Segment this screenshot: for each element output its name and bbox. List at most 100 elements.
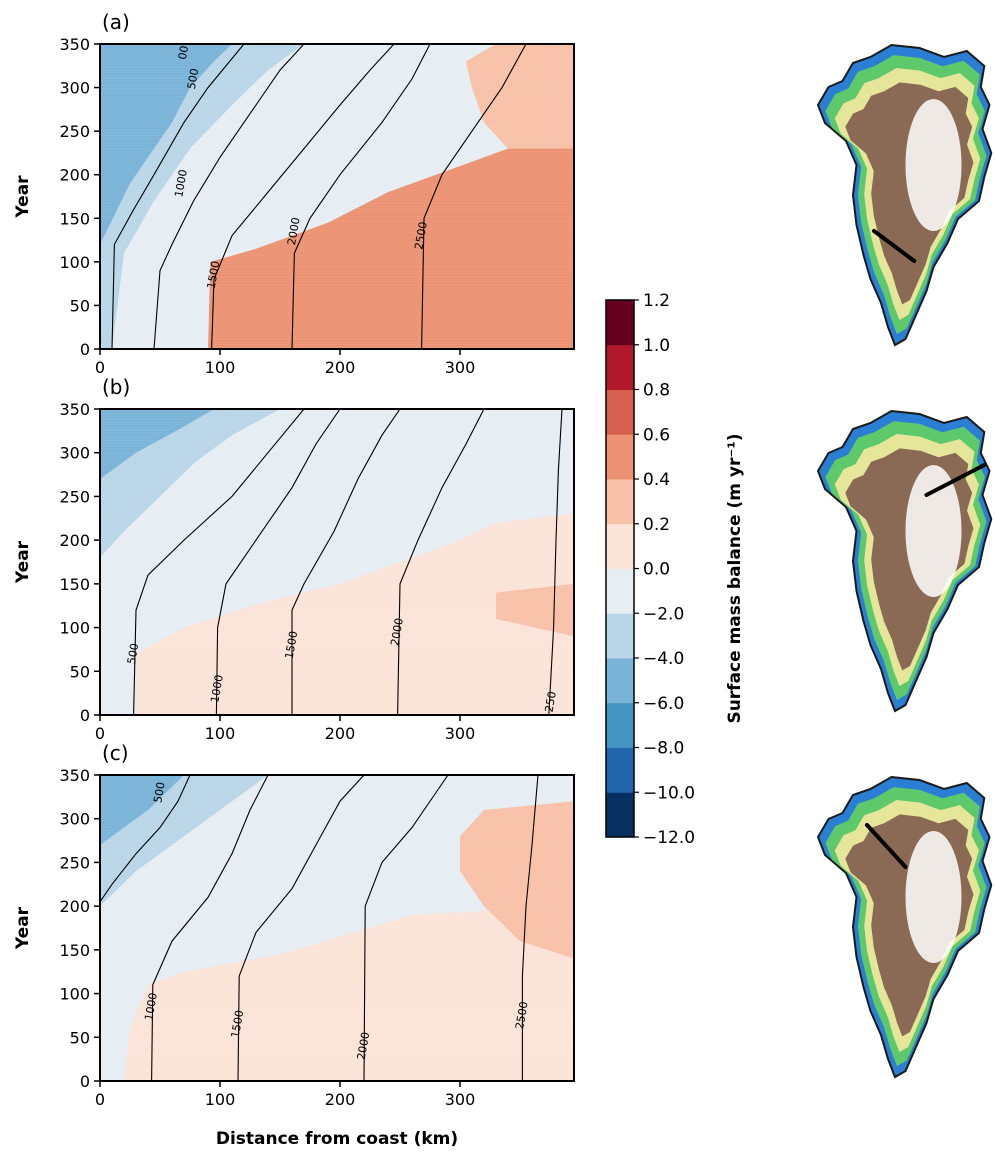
contour-line-2000 (211, 44, 395, 349)
y-axis-title: Year (13, 540, 33, 584)
x-axis-title: Distance from coast (km) (216, 1129, 458, 1149)
contour-line-2000 (397, 409, 485, 715)
greenland-summit (905, 465, 962, 597)
smb-zone-1 (460, 801, 574, 1081)
y-axis-title: Year (13, 175, 33, 219)
panel-label: (b) (102, 375, 130, 399)
y-tick-label: 200 (59, 531, 90, 550)
contour-line-1000 (215, 409, 341, 715)
colorbar-tick-label: −2.0 (643, 604, 684, 624)
contour-line-500 (100, 775, 191, 903)
contour-line-1500 (153, 44, 305, 349)
greenland-summit (905, 831, 962, 963)
y-tick-label: 150 (59, 209, 90, 228)
smb-zone-0 (574, 44, 772, 349)
colorbar-title: Surface mass balance (m yr⁻¹) (725, 433, 745, 723)
y-tick-label: 300 (59, 444, 90, 463)
colorbar-segment (606, 300, 634, 346)
y-tick-label: 250 (59, 853, 90, 872)
transect-line (872, 229, 917, 263)
y-tick-label: 0 (80, 340, 90, 359)
y-tick-label: 0 (80, 706, 90, 725)
panel-label: (a) (102, 10, 130, 34)
y-tick-label: 150 (59, 575, 90, 594)
smb-zone-4 (100, 409, 214, 479)
x-tick-label: 200 (325, 358, 356, 377)
y-tick-label: 250 (59, 487, 90, 506)
colorbar-tick-label: −4.0 (643, 649, 684, 669)
contour-line-1500 (291, 409, 401, 715)
y-tick-label: 300 (59, 79, 90, 98)
plot-area: 500 1000 1500 2000 2500 (100, 775, 574, 1081)
y-tick-label: 50 (70, 662, 90, 681)
smb-zone-4 (100, 775, 184, 845)
colorbar-tick-label: 0.0 (643, 560, 670, 580)
colorbar-tick-label: 0.8 (643, 381, 670, 401)
contour-label: 1000 (172, 168, 190, 198)
x-tick-label: 200 (325, 1090, 356, 1109)
smb-zone-5 (100, 44, 232, 245)
plot-frame (99, 43, 575, 350)
contour-line-2500 (291, 44, 431, 349)
smb-zone-1 (466, 44, 574, 349)
x-tick-label: 0 (95, 358, 105, 377)
y-tick-label: 100 (59, 985, 90, 1004)
contour-line-2500 (521, 775, 539, 1081)
contour-label: 250 (542, 690, 558, 713)
y-tick-label: 250 (59, 122, 90, 141)
colorbar-tick-label: −12.0 (643, 828, 695, 848)
colorbar-segment (606, 658, 634, 704)
plot-area: 00 500 1000 1500 2000 2500 (100, 44, 772, 349)
colorbar-segment (606, 344, 634, 390)
contour-label: 1000 (208, 674, 226, 704)
contour-label: 1500 (205, 260, 223, 290)
x-tick-label: 200 (325, 724, 356, 743)
panel-a: 00 500 1000 1500 2000 2500 0 100 200 300 0 50 100 150… (13, 10, 772, 377)
colorbar-segment (606, 568, 634, 614)
transect-line (865, 823, 908, 869)
panel-c: 500 1000 1500 2000 2500 0 100 200 300 0 50 100 150 20… (13, 741, 575, 1149)
plot-area: 500 1000 1500 2000 250 (100, 409, 574, 715)
x-tick-label: 300 (445, 358, 476, 377)
panel-label: (c) (102, 741, 129, 765)
colorbar-segment (606, 792, 634, 838)
colorbar-tick-label: 0.4 (643, 470, 670, 490)
colorbar-tick-label: −10.0 (643, 783, 695, 803)
y-tick-label: 0 (80, 1072, 90, 1091)
contour-label: 1500 (283, 630, 301, 660)
contour-line-2000 (363, 775, 449, 1081)
colorbar-tick-label: 0.6 (643, 425, 670, 445)
y-tick-label: 50 (70, 296, 90, 315)
contour-line-4 (421, 44, 527, 349)
map-b (816, 409, 993, 713)
contour-label: 00 (176, 45, 191, 61)
colorbar-tick-label: −6.0 (643, 694, 684, 714)
contour-label: 2000 (388, 617, 406, 647)
contour-label: 2000 (285, 216, 303, 246)
y-tick-label: 100 (59, 253, 90, 272)
colorbar-tick-label: 1.0 (643, 336, 670, 356)
colorbar-segment (606, 389, 634, 435)
transect-line (924, 463, 987, 497)
x-tick-label: 300 (445, 1090, 476, 1109)
map-a (816, 43, 993, 347)
colorbar-segment (606, 434, 634, 480)
colorbar-tick-label: −8.0 (643, 739, 684, 759)
y-axis-title: Year (13, 906, 33, 950)
contour-label: 1500 (229, 1009, 247, 1039)
y-tick-label: 350 (59, 766, 90, 785)
contour-line-1000 (151, 775, 269, 1081)
x-tick-label: 0 (95, 1090, 105, 1109)
map-c (816, 775, 993, 1079)
contour-label: 2500 (513, 1000, 531, 1030)
contour-label: 500 (185, 67, 201, 90)
x-tick-label: 100 (205, 724, 236, 743)
smb-zone-2 (208, 148, 574, 349)
smb-zone-1 (496, 583, 574, 715)
y-tick-label: 350 (59, 400, 90, 419)
colorbar: −12.0 −10.0 −8.0 −6.0 −4.0 −2.0 0.0 0.2 0.4 0.6 0.… (605, 291, 745, 848)
greenland-summit (905, 99, 962, 231)
y-tick-label: 200 (59, 166, 90, 185)
